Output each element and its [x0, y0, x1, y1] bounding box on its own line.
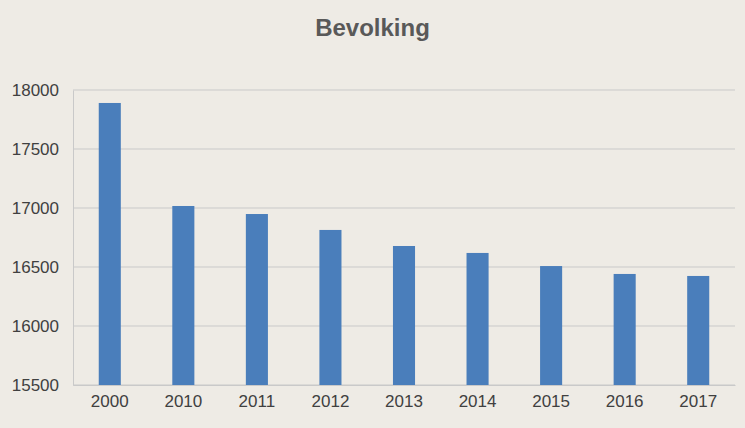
x-tick-label: 2010: [164, 392, 202, 411]
x-tick-label: 2017: [679, 392, 717, 411]
y-tick-label: 18000: [12, 81, 59, 100]
x-tick-label: 2016: [606, 392, 644, 411]
x-tick-label: 2015: [532, 392, 570, 411]
grid-line: [73, 90, 735, 91]
bars: [99, 103, 710, 385]
x-tick: 2016: [606, 385, 644, 411]
x-tick: 2014: [459, 385, 497, 411]
y-tick-label: 15500: [12, 376, 59, 395]
bar: [99, 103, 121, 385]
x-tick-label: 2014: [459, 392, 497, 411]
x-tick: 2017: [679, 385, 717, 411]
bar: [540, 266, 562, 385]
x-tick: 2012: [312, 385, 350, 411]
y-tick: 15500: [12, 376, 73, 395]
y-axis: 15500 16000 16500 17000 17500 18000: [12, 81, 74, 395]
title: Bevolking: [315, 14, 430, 41]
y-axis-line: [73, 91, 74, 386]
y-tick: 17500: [12, 140, 73, 159]
x-tick: 2013: [385, 385, 423, 411]
y-tick: 17000: [12, 199, 73, 218]
bar: [246, 214, 268, 385]
chart: 1550016000165001700017500180002000201020…: [0, 0, 745, 428]
bar: [687, 276, 709, 385]
grid-line: [73, 149, 735, 150]
y-tick-label: 17500: [12, 140, 59, 159]
x-tick: 2011: [239, 385, 276, 411]
x-tick-label: 2000: [91, 392, 129, 411]
x-tick: 2000: [91, 385, 129, 411]
plot: 1550016000165001700017500180002000201020…: [12, 81, 736, 411]
y-tick: 16500: [12, 258, 73, 277]
x-axis-line: [74, 385, 736, 386]
bar: [319, 230, 341, 385]
y-tick-label: 16000: [12, 317, 59, 336]
y-tick-label: 17000: [12, 199, 59, 218]
bar: [393, 246, 415, 385]
bar: [172, 206, 194, 385]
x-tick-label: 2011: [239, 392, 276, 411]
x-tick-label: 2013: [385, 392, 423, 411]
x-tick: 2010: [164, 385, 202, 411]
bar: [614, 274, 636, 385]
bar: [467, 253, 489, 385]
y-tick: 16000: [12, 317, 73, 336]
background: [0, 0, 745, 428]
x-tick: 2015: [532, 385, 570, 411]
y-tick-label: 16500: [12, 258, 59, 277]
x-axis: 2000 2010 2011 2012 2013 2014 2015 2016 2017: [74, 385, 736, 411]
y-tick: 18000: [12, 81, 73, 100]
x-tick-label: 2012: [312, 392, 350, 411]
grid: [73, 90, 735, 385]
